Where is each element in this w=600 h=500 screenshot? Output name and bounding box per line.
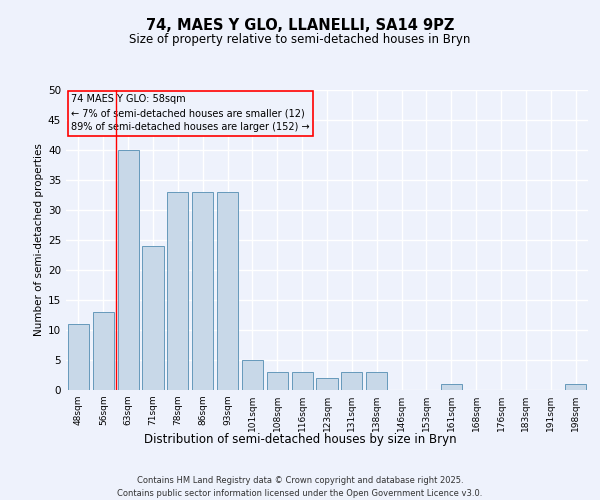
Text: 74, MAES Y GLO, LLANELLI, SA14 9PZ: 74, MAES Y GLO, LLANELLI, SA14 9PZ	[146, 18, 454, 32]
Text: Distribution of semi-detached houses by size in Bryn: Distribution of semi-detached houses by …	[143, 432, 457, 446]
Bar	[68, 324, 89, 390]
Bar	[242, 360, 263, 390]
Bar	[142, 246, 164, 390]
Bar	[565, 384, 586, 390]
Bar	[341, 372, 362, 390]
Bar	[217, 192, 238, 390]
Bar	[118, 150, 139, 390]
Text: Size of property relative to semi-detached houses in Bryn: Size of property relative to semi-detach…	[130, 32, 470, 46]
Bar	[366, 372, 387, 390]
Text: 74 MAES Y GLO: 58sqm
← 7% of semi-detached houses are smaller (12)
89% of semi-d: 74 MAES Y GLO: 58sqm ← 7% of semi-detach…	[71, 94, 310, 132]
Bar	[292, 372, 313, 390]
Bar	[192, 192, 213, 390]
Bar	[167, 192, 188, 390]
Y-axis label: Number of semi-detached properties: Number of semi-detached properties	[34, 144, 44, 336]
Bar	[441, 384, 462, 390]
Text: Contains HM Land Registry data © Crown copyright and database right 2025.
Contai: Contains HM Land Registry data © Crown c…	[118, 476, 482, 498]
Bar	[93, 312, 114, 390]
Bar	[267, 372, 288, 390]
Bar	[316, 378, 338, 390]
